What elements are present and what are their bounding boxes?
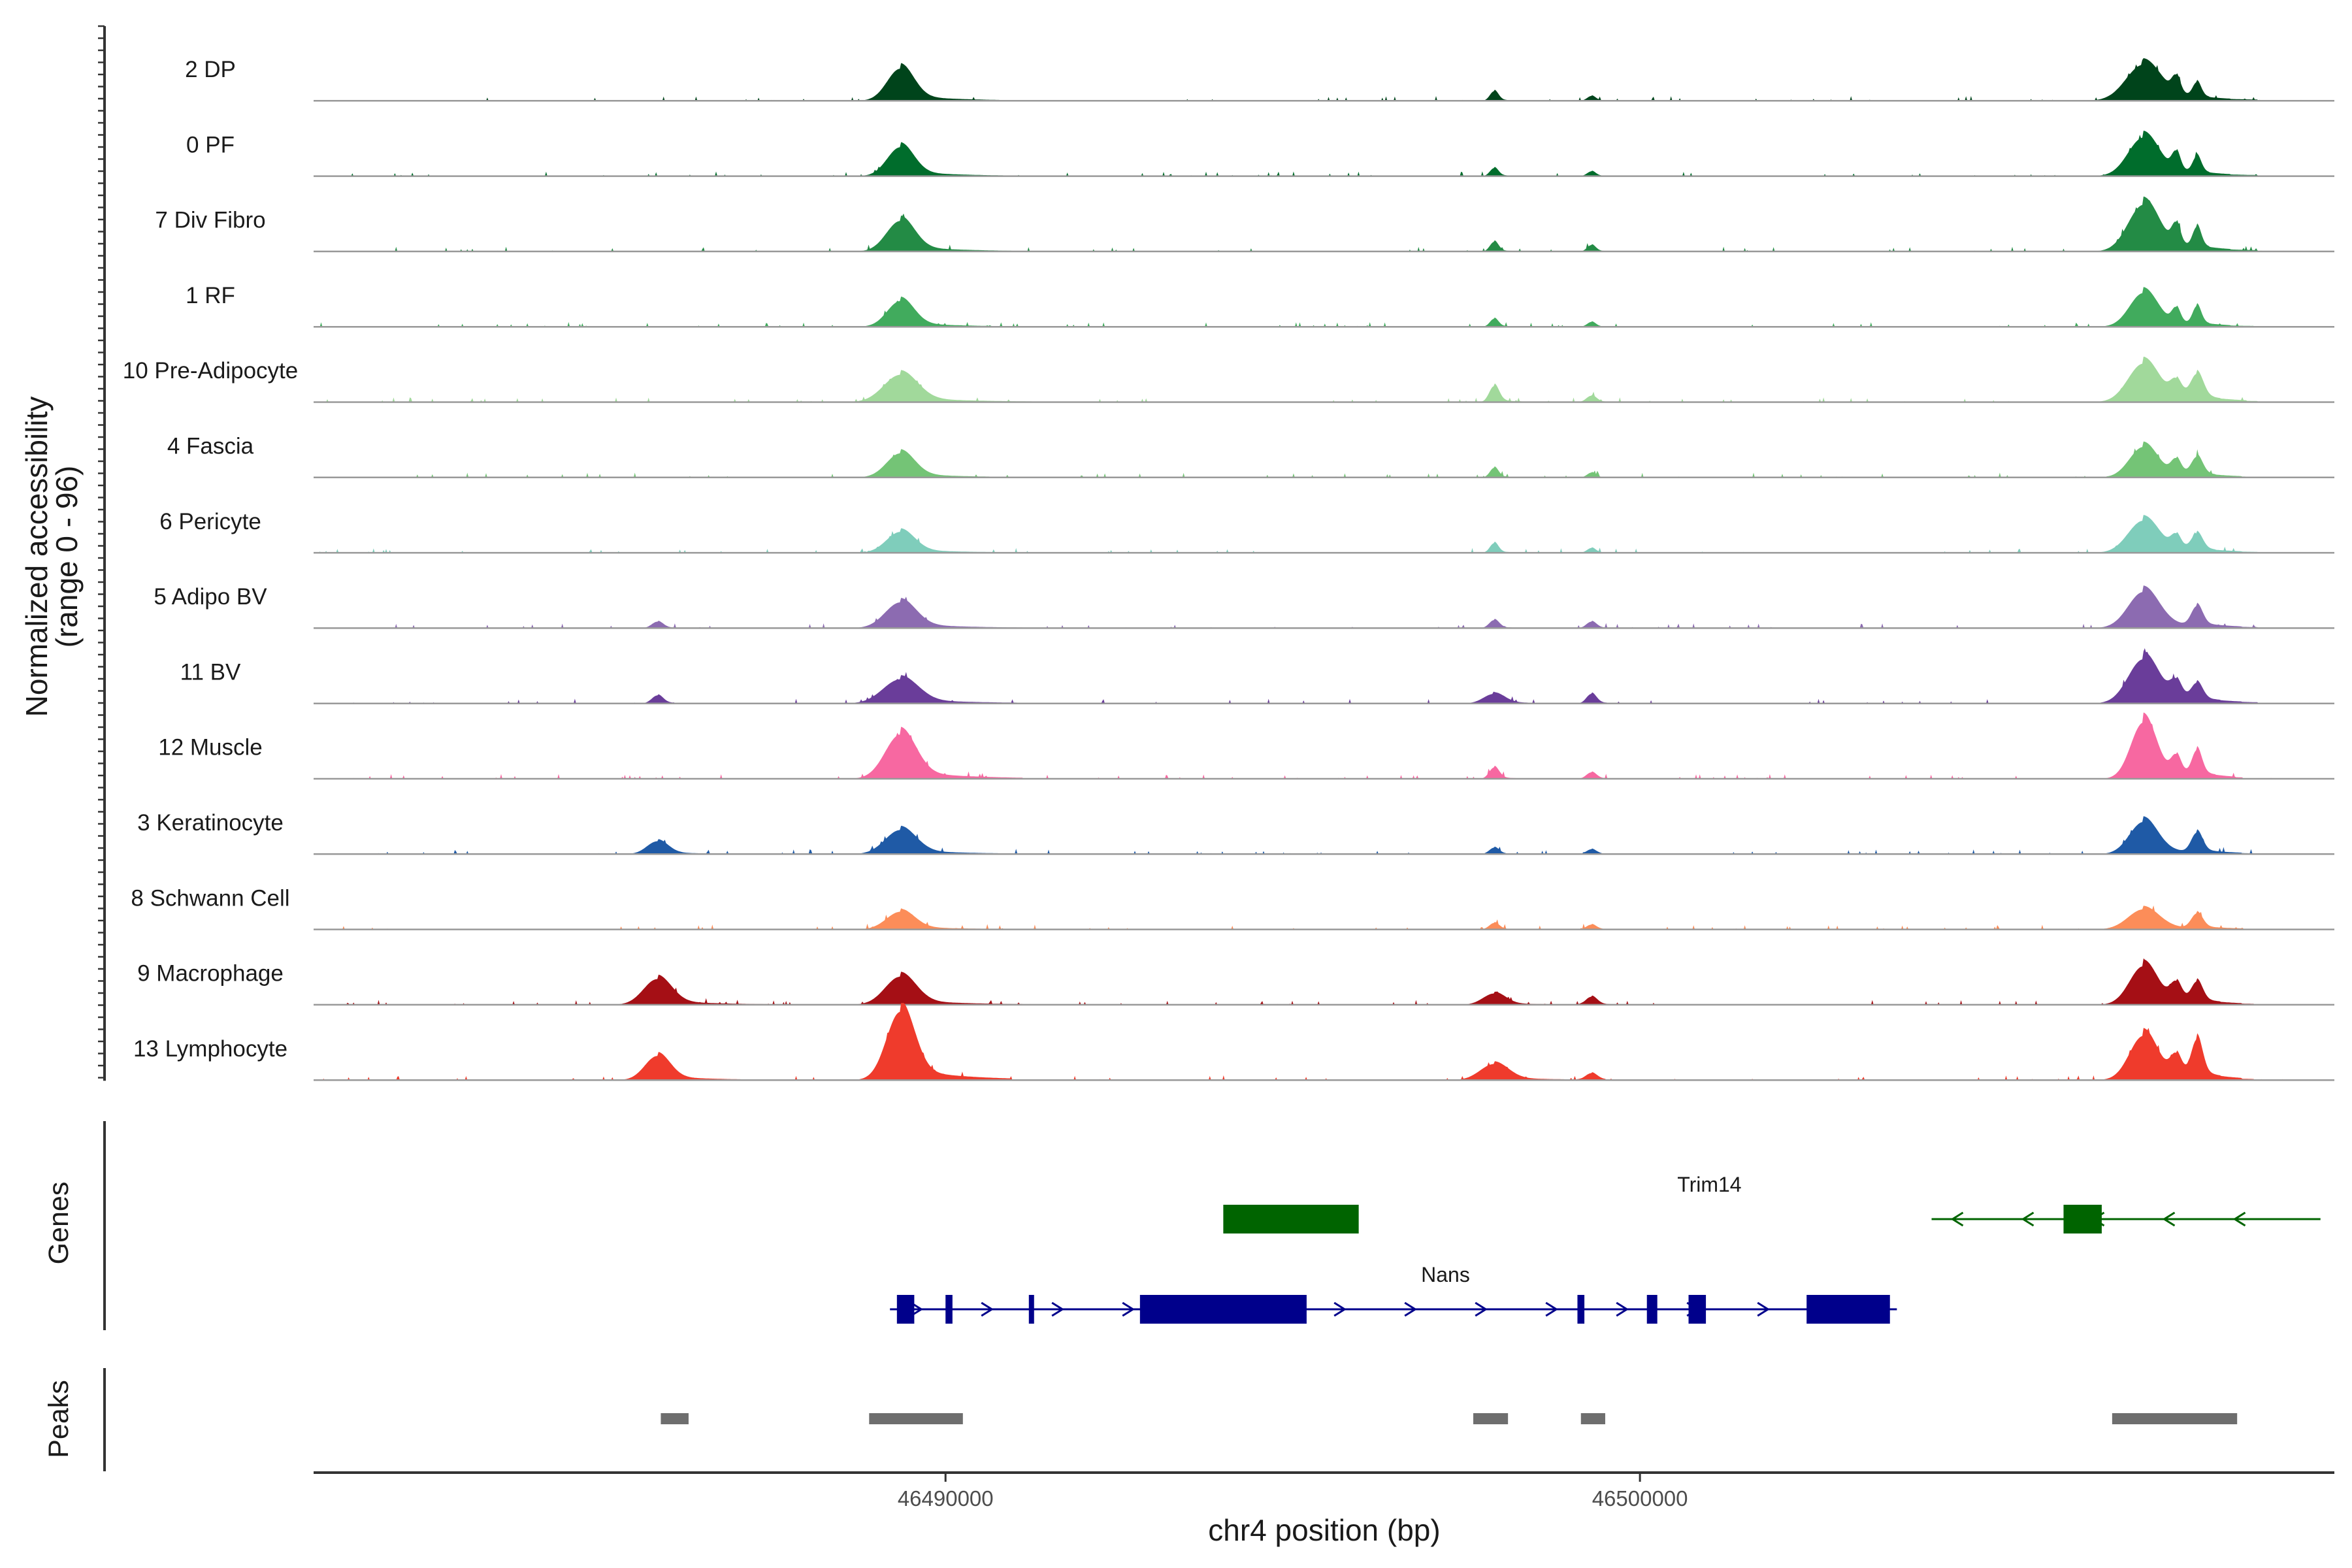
track-label: 2 DP <box>185 57 236 82</box>
track-label: 12 Muscle <box>158 735 263 760</box>
track-label: 6 Pericyte <box>159 509 261 534</box>
gene-exon <box>1028 1295 1034 1324</box>
peak-region <box>1580 1413 1605 1424</box>
coverage-area <box>314 1003 2334 1081</box>
strand-arrow <box>2162 1211 2176 1227</box>
gene-model: Nans <box>890 1263 1897 1324</box>
gene-exon <box>1688 1295 1707 1324</box>
strand-arrow <box>1404 1301 1418 1317</box>
genes-panel-title: Genes <box>43 1182 74 1265</box>
track-label: 13 Lymphocyte <box>133 1036 287 1062</box>
strand-arrow <box>2021 1211 2034 1227</box>
gene-exon <box>1139 1295 1307 1324</box>
x-axis-ticks: 46490000 46500000 <box>898 1473 1688 1511</box>
coverage-track: 7 Div Fibro <box>155 196 2334 253</box>
strand-arrow <box>1475 1301 1488 1317</box>
coverage-track: 4 Fascia <box>167 434 2334 479</box>
x-axis-title: chr4 position (bp) <box>1208 1513 1440 1547</box>
y-axis-title-line1: Normalized accessibility <box>20 397 54 717</box>
track-label: 10 Pre-Adipocyte <box>123 358 298 384</box>
strand-arrow <box>1757 1301 1771 1317</box>
strand-arrow <box>1950 1211 1964 1227</box>
strand-arrow <box>1333 1301 1347 1317</box>
coverage-track: 10 Pre-Adipocyte <box>123 356 2334 403</box>
coverage-track: 6 Pericyte <box>159 509 2334 554</box>
coverage-area <box>314 816 2334 855</box>
peak-region <box>2112 1413 2238 1424</box>
coverage-track: 2 DP <box>185 57 2334 102</box>
gene-exon <box>1577 1295 1585 1324</box>
strand-arrow <box>1545 1301 1559 1317</box>
coverage-area <box>314 958 2334 1005</box>
strand-arrow <box>981 1301 994 1317</box>
track-label: 7 Div Fibro <box>155 208 265 233</box>
coverage-track: 11 BV <box>180 648 2334 704</box>
track-label: 9 Macrophage <box>137 961 284 987</box>
strand-arrow <box>910 1301 924 1317</box>
track-label: 1 RF <box>186 283 235 308</box>
gene-exon <box>1806 1295 1890 1324</box>
track-label: 3 Keratinocyte <box>137 810 284 836</box>
peak-region <box>869 1413 963 1424</box>
coverage-area <box>314 196 2334 252</box>
coverage-track: 0 PF <box>186 131 2334 177</box>
strand-arrow <box>1122 1301 1135 1317</box>
x-tick-label: 46490000 <box>898 1486 994 1511</box>
gene-label: Trim14 <box>1677 1173 1741 1196</box>
coverage-area <box>314 287 2334 327</box>
coverage-area <box>314 515 2334 553</box>
gene-model: Trim14 <box>1223 1173 2321 1233</box>
coverage-track: 5 Adipo BV <box>154 584 2334 629</box>
coverage-track: 3 Keratinocyte <box>137 810 2334 855</box>
coverage-track: 13 Lymphocyte <box>133 1003 2334 1081</box>
coverage-area <box>314 131 2334 176</box>
gene-exon <box>2063 1205 2102 1233</box>
coverage-area <box>314 441 2334 478</box>
coverage-tracks: 2 DP 0 PF 7 Div Fibro 1 RF 10 Pre-Adipocyte 4… <box>123 57 2334 1081</box>
coverage-area <box>314 648 2334 704</box>
track-label: 4 Fascia <box>167 434 254 459</box>
track-label: 5 Adipo BV <box>154 584 267 610</box>
coverage-track: 9 Macrophage <box>137 958 2334 1006</box>
gene-exon <box>1646 1295 1658 1324</box>
peak-region <box>1473 1413 1509 1424</box>
gene-exon <box>896 1295 915 1324</box>
track-label: 8 Schwann Cell <box>131 885 289 911</box>
x-tick-label: 46500000 <box>1592 1486 1688 1511</box>
coverage-area <box>314 356 2334 402</box>
y-axis-title-line2: (range 0 - 96) <box>50 466 84 648</box>
track-label: 0 PF <box>186 132 235 157</box>
peak-region <box>661 1413 689 1424</box>
strand-arrow <box>2232 1211 2246 1227</box>
genes-panel: Trim14 Nans <box>890 1173 2321 1324</box>
coverage-track: 1 RF <box>186 283 2334 328</box>
gene-label: Nans <box>1421 1263 1470 1286</box>
track-label: 11 BV <box>180 659 241 685</box>
coverage-area <box>314 585 2334 629</box>
coverage-area <box>314 58 2334 101</box>
peaks-panel-title: Peaks <box>43 1380 74 1458</box>
coverage-area <box>314 905 2334 930</box>
coverage-track: 8 Schwann Cell <box>131 885 2334 930</box>
strand-arrow <box>1616 1301 1629 1317</box>
peaks-panel <box>661 1413 2238 1424</box>
gene-exon <box>945 1295 953 1324</box>
coverage-track: 12 Muscle <box>158 712 2334 780</box>
coverage-y-axis <box>98 25 106 1081</box>
gene-exon <box>1223 1205 1359 1233</box>
strand-arrow <box>1051 1301 1065 1317</box>
coverage-area <box>314 712 2334 779</box>
